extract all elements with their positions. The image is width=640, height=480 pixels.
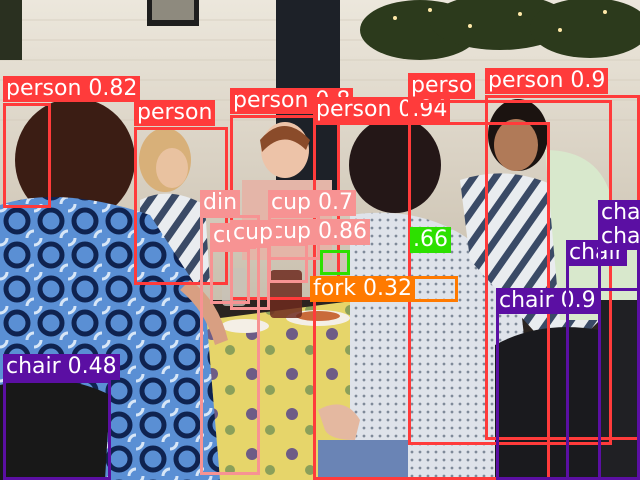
detection-label-person-right-shirt: perso — [408, 73, 476, 99]
detection-box-person-left-back — [3, 103, 51, 208]
detection-label-chair-left: chair 0.48 — [3, 354, 120, 380]
detection-label-chair-right-top: cha — [598, 200, 640, 226]
detection-label-cup-2: cup 0.86 — [268, 219, 370, 245]
detection-box-chair-left — [3, 380, 111, 480]
detection-label-detection-green: .66 — [410, 227, 451, 253]
detection-label-person-blonde: person — [134, 100, 216, 126]
detection-box-cup-2 — [268, 243, 308, 283]
detection-box-cup-4 — [230, 245, 270, 310]
detection-box-detection-green — [320, 250, 350, 275]
detection-box-dining-table — [200, 215, 260, 475]
detection-label-cup-1: cup 0.7 — [268, 190, 356, 216]
detection-label-person-left-back: person 0.82 — [3, 76, 141, 102]
detection-label-dining-table: din — [200, 190, 241, 216]
detection-box-chair-right-top2 — [598, 224, 640, 480]
detection-label-chair-right-front: chair 0.9 — [496, 288, 599, 314]
detection-label-chair-right-top2: cha — [598, 224, 640, 250]
detection-label-fork: fork 0.32 — [310, 276, 415, 302]
detection-label-cup-4: cup — [230, 220, 277, 246]
detection-label-person-right-far: person 0.9 — [485, 68, 609, 94]
detection-box-person-right-shirt — [408, 100, 612, 445]
